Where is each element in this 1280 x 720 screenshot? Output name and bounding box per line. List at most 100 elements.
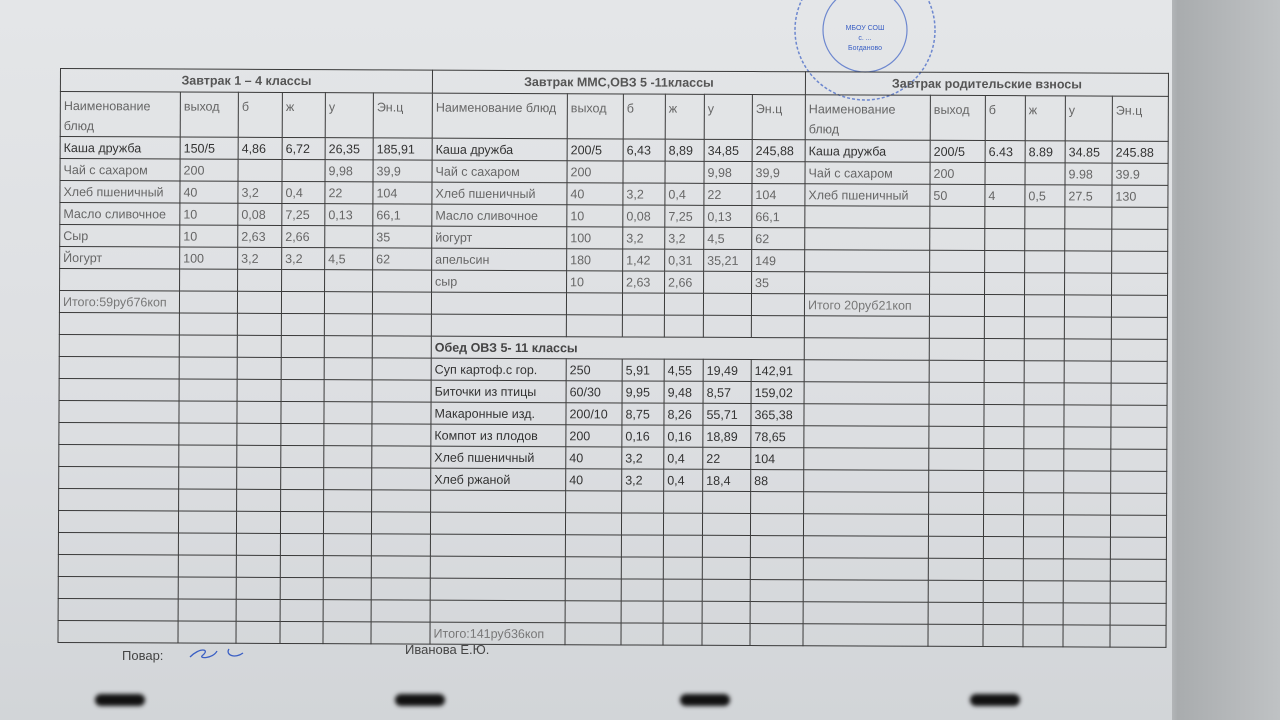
table-cell: 55,71 (702, 403, 752, 426)
table-cell: 18,89 (702, 425, 751, 448)
table-cell (280, 445, 324, 468)
table-cell (59, 378, 180, 402)
table-cell (1063, 558, 1111, 582)
table-cell (1023, 426, 1064, 449)
dish-name: Йогурт (59, 246, 180, 270)
table-cell (702, 513, 751, 536)
table-cell (371, 533, 431, 557)
table-cell (1023, 558, 1064, 581)
table-cell: 9.98 (1064, 162, 1113, 186)
table-cell (750, 491, 804, 514)
column-header: выход (930, 95, 986, 141)
table-cell (282, 159, 326, 182)
table-cell: 3,2 (622, 226, 665, 250)
table-cell: 27.5 (1064, 184, 1112, 208)
table-cell (983, 602, 1024, 625)
table-cell (236, 533, 281, 556)
table-cell (928, 404, 985, 427)
table-cell (1063, 426, 1111, 450)
table-cell (984, 382, 1025, 405)
table-cell: 0,5 (1024, 184, 1065, 207)
table-cell: 6,43 (623, 138, 666, 162)
table-cell: 100 (179, 247, 238, 270)
table-cell (703, 271, 752, 294)
table-cell (280, 401, 325, 424)
table-cell (929, 206, 985, 229)
table-cell (928, 514, 984, 537)
table-cell (984, 206, 1025, 229)
table-cell (983, 492, 1024, 515)
table-cell (1023, 470, 1064, 493)
table-cell (280, 577, 324, 600)
table-cell (237, 357, 282, 380)
dish-name: Масло сливочное (431, 204, 567, 227)
table-cell (177, 621, 237, 644)
table-cell (323, 423, 372, 446)
table-cell (237, 335, 282, 358)
table-cell (1110, 515, 1167, 538)
dish-name: Макаронные изд. (430, 402, 567, 425)
table-cell (1111, 361, 1168, 384)
table-cell (1024, 338, 1065, 361)
table-cell (324, 225, 373, 248)
table-cell (58, 510, 179, 534)
table-cell: 130 (1111, 185, 1168, 208)
table-cell: 0,13 (324, 203, 373, 226)
table-cell: 200 (565, 424, 622, 447)
table-cell (804, 315, 930, 339)
table-cell: 62 (372, 247, 432, 271)
table-cell (1063, 448, 1111, 472)
table-cell (281, 313, 325, 336)
table-cell (928, 536, 984, 559)
total-cost: Итого 20руб21коп (804, 293, 930, 317)
dish-name: Каша дружба (432, 138, 568, 161)
table-cell: 0,08 (622, 204, 665, 228)
table-cell (323, 401, 373, 424)
table-cell (928, 492, 984, 515)
table-cell (371, 467, 431, 491)
table-cell: 9,98 (704, 161, 753, 184)
table-cell (663, 579, 703, 602)
table-cell (663, 535, 703, 558)
table-cell: 100 (566, 226, 623, 249)
table-cell (236, 555, 281, 578)
table-cell (323, 467, 372, 490)
table-cell (178, 599, 237, 622)
dish-name: Чай с сахаром (805, 161, 931, 185)
dish-name: Чай с сахаром (432, 160, 568, 183)
table-cell (431, 292, 567, 315)
table-cell: 8,57 (703, 381, 752, 404)
column-header: ж (1025, 95, 1066, 141)
table-cell (372, 379, 432, 403)
table-cell: 9,48 (664, 381, 704, 404)
table-cell: 39,9 (752, 161, 806, 184)
table-cell (803, 469, 929, 493)
table-cell (982, 624, 1024, 647)
table-cell (621, 600, 664, 624)
table-cell (1024, 294, 1065, 317)
table-cell: 2,63 (237, 225, 282, 248)
column-header: б (623, 93, 666, 140)
table-cell (179, 269, 238, 292)
table-cell: 22 (703, 183, 753, 206)
table-cell (280, 599, 324, 622)
table-cell (662, 623, 703, 646)
table-cell (1064, 228, 1112, 252)
table-cell (983, 404, 1025, 427)
table-cell (804, 249, 930, 273)
table-cell: 8.89 (1025, 140, 1066, 163)
table-cell (751, 315, 805, 338)
table-cell: 142,91 (751, 359, 805, 382)
table-cell (985, 162, 1026, 185)
table-cell (58, 466, 179, 490)
table-cell: 22 (702, 447, 751, 470)
table-cell (928, 470, 984, 493)
table-cell (665, 161, 705, 184)
table-cell (370, 621, 431, 645)
table-cell: 3,2 (621, 468, 664, 492)
table-cell (323, 577, 372, 600)
paper-sheet (0, 0, 1172, 720)
table-cell (371, 599, 431, 623)
table-cell (323, 533, 372, 556)
table-cell (430, 490, 566, 513)
